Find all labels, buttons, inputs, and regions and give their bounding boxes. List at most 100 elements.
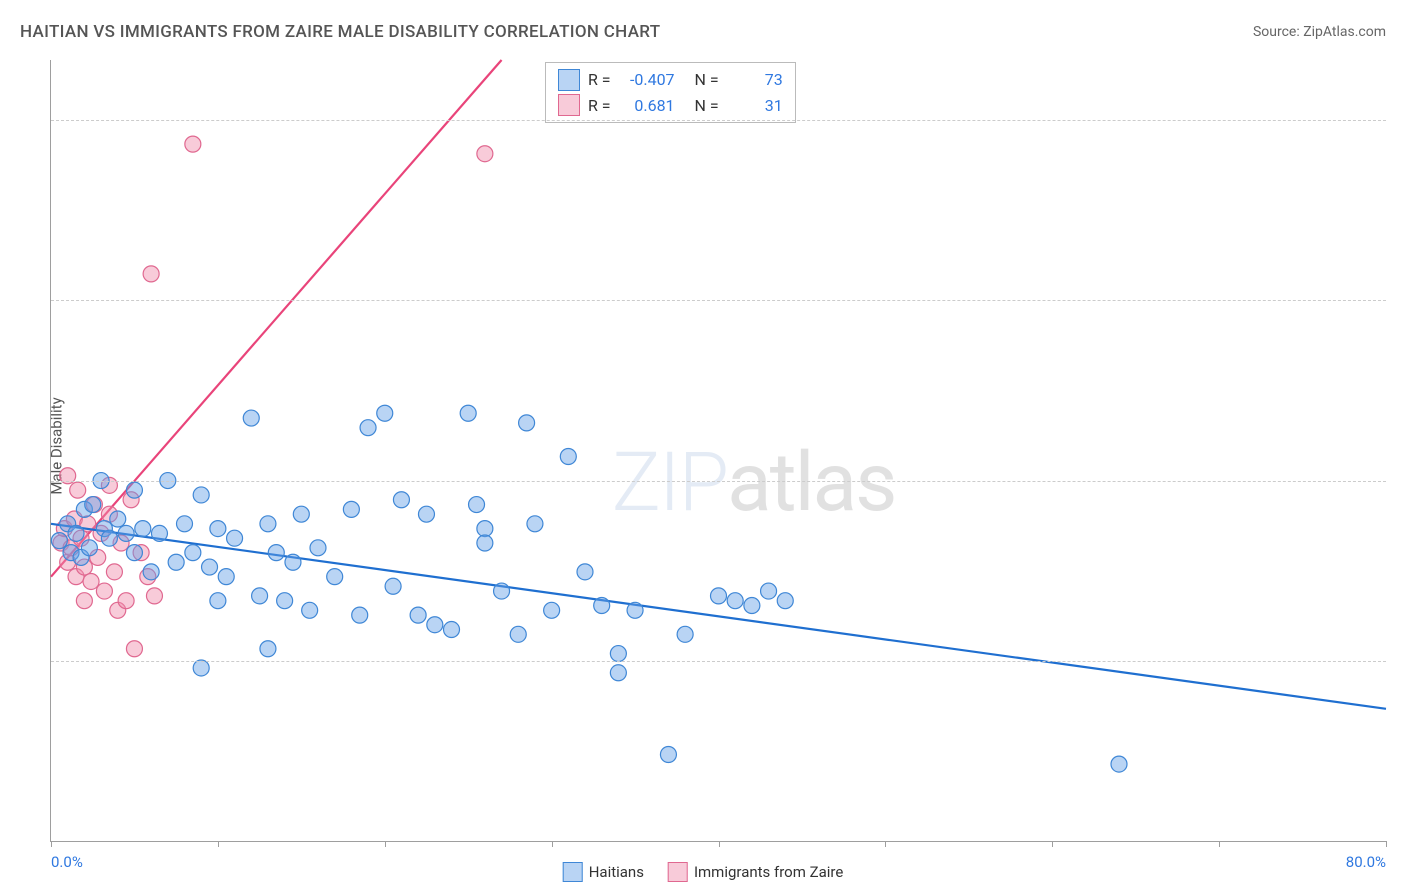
data-point-haitians <box>210 521 226 537</box>
data-point-haitians <box>510 626 526 642</box>
data-point-haitians <box>135 521 151 537</box>
y-tick-label: 15.0% <box>1396 472 1406 490</box>
data-point-haitians <box>477 521 493 537</box>
n-label-2: N = <box>695 93 719 119</box>
legend-row-haitians: R = -0.407 N = 73 <box>558 67 783 93</box>
data-point-haitians <box>101 530 117 546</box>
data-point-haitians <box>777 593 793 609</box>
data-point-haitians <box>594 597 610 613</box>
data-point-zaire <box>477 146 493 162</box>
x-tick-label-min: 0.0% <box>51 853 83 871</box>
data-point-haitians <box>627 602 643 618</box>
footer-legend-zaire: Immigrants from Zaire <box>668 862 843 882</box>
data-point-haitians <box>310 540 326 556</box>
data-point-haitians <box>660 746 676 762</box>
data-point-haitians <box>285 554 301 570</box>
data-point-haitians <box>85 497 101 513</box>
data-point-zaire <box>70 482 86 498</box>
y-tick-label: 30.0% <box>1396 111 1406 129</box>
chart-source: Source: ZipAtlas.com <box>1253 24 1386 40</box>
data-point-haitians <box>469 497 485 513</box>
r-label-2: R = <box>588 93 611 119</box>
r-value-haitians: -0.407 <box>619 67 675 93</box>
data-point-haitians <box>277 593 293 609</box>
data-point-zaire <box>143 266 159 282</box>
y-tick-label: 22.5% <box>1396 291 1406 309</box>
trend-line-haitians <box>51 524 1386 709</box>
footer-swatch-haitians <box>563 862 583 882</box>
data-point-haitians <box>143 564 159 580</box>
data-point-haitians <box>761 583 777 599</box>
data-point-haitians <box>268 545 284 561</box>
data-point-haitians <box>494 583 510 599</box>
data-point-haitians <box>544 602 560 618</box>
x-tick <box>51 841 52 847</box>
data-point-haitians <box>519 415 535 431</box>
data-point-haitians <box>385 578 401 594</box>
footer-label-zaire: Immigrants from Zaire <box>694 863 843 881</box>
data-point-haitians <box>477 535 493 551</box>
correlation-legend: R = -0.407 N = 73 R = 0.681 N = 31 <box>545 62 796 123</box>
data-point-haitians <box>427 617 443 633</box>
swatch-haitians <box>558 69 580 91</box>
data-point-zaire <box>96 583 112 599</box>
data-point-zaire <box>126 641 142 657</box>
data-point-haitians <box>185 545 201 561</box>
data-point-haitians <box>168 554 184 570</box>
data-point-haitians <box>218 569 234 585</box>
data-point-haitians <box>460 405 476 421</box>
data-point-haitians <box>202 559 218 575</box>
gridline <box>51 661 1386 662</box>
data-point-haitians <box>252 588 268 604</box>
data-point-zaire <box>185 136 201 152</box>
data-point-haitians <box>744 597 760 613</box>
data-point-haitians <box>293 506 309 522</box>
swatch-zaire <box>558 94 580 116</box>
footer-swatch-zaire <box>668 862 688 882</box>
r-value-zaire: 0.681 <box>619 93 675 119</box>
chart-title: HAITIAN VS IMMIGRANTS FROM ZAIRE MALE DI… <box>20 22 660 42</box>
data-point-haitians <box>560 449 576 465</box>
data-point-haitians <box>444 622 460 638</box>
data-point-zaire <box>146 588 162 604</box>
footer-legend: Haitians Immigrants from Zaire <box>563 862 844 882</box>
data-point-haitians <box>377 405 393 421</box>
trend-line-zaire <box>51 60 502 577</box>
x-tick <box>218 841 219 847</box>
gridline <box>51 300 1386 301</box>
y-tick-label: 7.5% <box>1396 652 1406 670</box>
plot-region: ZIPatlas R = -0.407 N = 73 R = 0.681 N =… <box>50 60 1386 842</box>
n-value-haitians: 73 <box>727 67 783 93</box>
x-tick <box>552 841 553 847</box>
x-tick <box>719 841 720 847</box>
data-point-zaire <box>76 593 92 609</box>
chart-header: HAITIAN VS IMMIGRANTS FROM ZAIRE MALE DI… <box>20 22 1386 42</box>
data-point-haitians <box>327 569 343 585</box>
n-value-zaire: 31 <box>727 93 783 119</box>
x-tick <box>1219 841 1220 847</box>
data-point-haitians <box>177 516 193 532</box>
r-label: R = <box>588 67 611 93</box>
source-name: ZipAtlas.com <box>1303 24 1386 40</box>
data-point-haitians <box>418 506 434 522</box>
data-point-haitians <box>51 533 67 549</box>
data-point-haitians <box>727 593 743 609</box>
data-point-haitians <box>193 487 209 503</box>
plot-svg <box>51 60 1386 841</box>
data-point-zaire <box>83 573 99 589</box>
data-point-haitians <box>81 540 97 556</box>
legend-row-zaire: R = 0.681 N = 31 <box>558 93 783 119</box>
data-point-haitians <box>393 492 409 508</box>
chart-area: ZIPatlas R = -0.407 N = 73 R = 0.681 N =… <box>50 60 1386 842</box>
x-tick <box>1052 841 1053 847</box>
data-point-zaire <box>118 593 134 609</box>
footer-label-haitians: Haitians <box>589 863 644 881</box>
data-point-haitians <box>1111 756 1127 772</box>
gridline <box>51 481 1386 482</box>
data-point-haitians <box>260 516 276 532</box>
data-point-haitians <box>110 511 126 527</box>
data-point-haitians <box>360 420 376 436</box>
data-point-haitians <box>126 482 142 498</box>
x-tick <box>885 841 886 847</box>
data-point-haitians <box>210 593 226 609</box>
